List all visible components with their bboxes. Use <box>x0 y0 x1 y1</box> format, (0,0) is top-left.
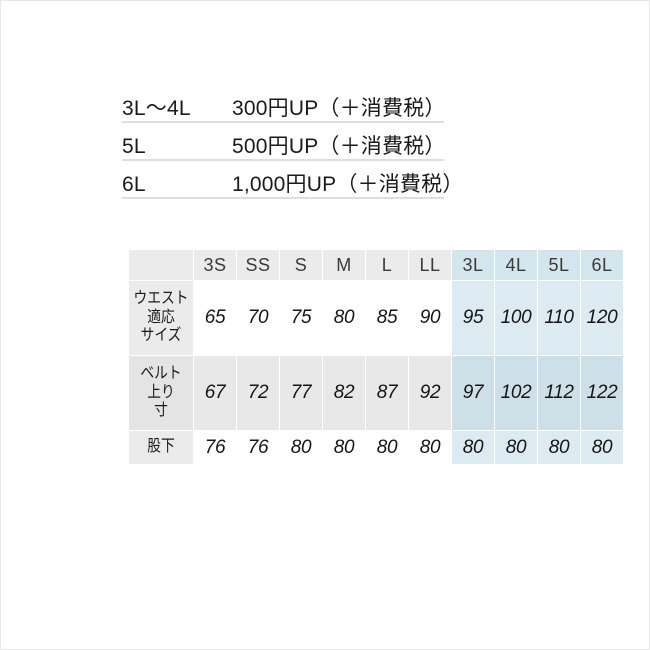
row-label-line: ベルト <box>140 364 182 382</box>
cell-value: 80 <box>580 430 625 465</box>
cell-value: 92 <box>408 355 453 431</box>
row-label-line: 上り <box>147 383 175 401</box>
row-label-line: 股下 <box>147 438 175 456</box>
cell-value: 80 <box>537 430 582 465</box>
cell-value: 76 <box>193 430 238 465</box>
size-table-container: 3S SS S M L LL 3L 4L 5L 6L ウエスト 適応 サイズ <box>127 249 625 465</box>
row-label-belt-finished: ベルト 上り 寸 <box>127 355 195 431</box>
cell-value: 65 <box>193 280 238 356</box>
cell-value: 97 <box>451 355 496 431</box>
cell-value: 70 <box>236 280 281 356</box>
price-amount-value: 300円UP（＋消費税） <box>232 97 446 120</box>
row-label-line: 寸 <box>154 402 168 420</box>
row-label-waist-size: ウエスト 適応 サイズ <box>127 280 195 356</box>
table-row: ウエスト 適応 サイズ 65 70 75 80 85 90 95 100 110… <box>127 280 625 356</box>
table-row: 股下 76 76 80 80 80 80 80 80 80 80 <box>127 430 625 465</box>
upsize-price-list: 3L～4L 300円UP（＋消費税） 5L 500円UP（＋消費税） 6L 1,… <box>122 85 463 199</box>
row-label-line: 適応 <box>147 308 175 326</box>
cell-value: 80 <box>322 430 367 465</box>
column-header-3s: 3S <box>193 249 238 281</box>
cell-value: 90 <box>408 280 453 356</box>
column-header-6l: 6L <box>580 249 625 281</box>
cell-value: 80 <box>279 430 324 465</box>
row-label-line: ウエスト <box>133 289 189 307</box>
price-row: 3L～4L 300円UP（＋消費税） <box>122 85 446 123</box>
cell-value: 67 <box>193 355 238 431</box>
cell-value: 72 <box>236 355 281 431</box>
cell-value: 95 <box>451 280 496 356</box>
column-header-3l: 3L <box>451 249 496 281</box>
row-label-inseam: 股下 <box>127 430 195 465</box>
cell-value: 85 <box>365 280 410 356</box>
cell-value: 80 <box>322 280 367 356</box>
cell-value: 120 <box>580 280 625 356</box>
column-header-ss: SS <box>236 249 281 281</box>
column-header-m: M <box>322 249 367 281</box>
price-amount-value: 500円UP（＋消費税） <box>232 135 446 158</box>
column-header-5l: 5L <box>537 249 582 281</box>
cell-value: 100 <box>494 280 539 356</box>
size-table: 3S SS S M L LL 3L 4L 5L 6L ウエスト 適応 サイズ <box>127 249 625 465</box>
table-row: ベルト 上り 寸 67 72 77 82 87 92 97 102 112 12… <box>127 355 625 431</box>
cell-value: 110 <box>537 280 582 356</box>
cell-value: 80 <box>494 430 539 465</box>
column-header-4l: 4L <box>494 249 539 281</box>
cell-value: 80 <box>451 430 496 465</box>
cell-value: 102 <box>494 355 539 431</box>
row-label-line: サイズ <box>140 327 182 345</box>
price-size-label: 3L～4L <box>122 97 191 120</box>
table-corner-cell <box>127 249 195 281</box>
cell-value: 80 <box>408 430 453 465</box>
price-row: 5L 500円UP（＋消費税） <box>122 123 446 161</box>
price-size-label: 5L <box>122 135 146 158</box>
price-amount-value: 1,000円UP（＋消費税） <box>232 173 464 196</box>
cell-value: 122 <box>580 355 625 431</box>
size-table-header-row: 3S SS S M L LL 3L 4L 5L 6L <box>127 249 625 281</box>
price-size-label: 6L <box>122 173 146 196</box>
cell-value: 87 <box>365 355 410 431</box>
cell-value: 77 <box>279 355 324 431</box>
column-header-s: S <box>279 249 324 281</box>
cell-value: 112 <box>537 355 582 431</box>
column-header-ll: LL <box>408 249 453 281</box>
column-header-l: L <box>365 249 410 281</box>
price-row: 6L 1,000円UP（＋消費税） <box>122 161 463 199</box>
cell-value: 80 <box>365 430 410 465</box>
cell-value: 82 <box>322 355 367 431</box>
cell-value: 75 <box>279 280 324 356</box>
cell-value: 76 <box>236 430 281 465</box>
